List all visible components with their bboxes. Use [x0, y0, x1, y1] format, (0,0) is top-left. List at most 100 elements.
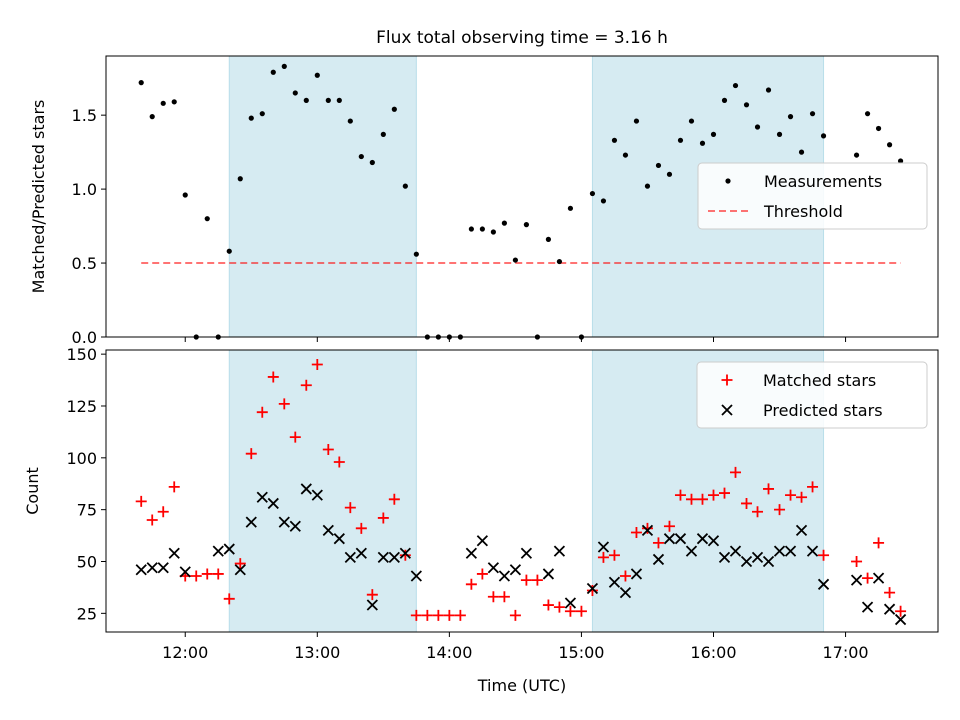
measurement-point [567, 205, 574, 211]
predicted-stars-point [751, 551, 764, 563]
predicted-stars-point [333, 533, 345, 545]
matched-stars-point [487, 591, 499, 603]
x-tick-label: 13:00 [294, 643, 340, 662]
predicted-stars-point [234, 564, 246, 576]
matched-stars-point [586, 585, 598, 597]
measurement-point [259, 111, 265, 117]
legend-matched-marker [721, 374, 733, 386]
measurement-point [699, 140, 706, 146]
matched-stars-point [454, 609, 466, 621]
x-tick-label: 16:00 [690, 643, 736, 662]
measurement-point [721, 97, 728, 103]
measurement-point [292, 90, 298, 96]
predicted-stars-point [245, 516, 257, 528]
matched-stars-point [465, 578, 477, 590]
measurement-point [501, 220, 507, 226]
measurement-point [688, 118, 695, 124]
matched-stars-point [234, 558, 246, 570]
measurement-point [886, 142, 893, 148]
x-tick-label: 17:00 [823, 643, 869, 662]
matched-stars-point [168, 481, 180, 493]
measurement-point [369, 159, 375, 166]
predicted-stars-point [608, 576, 621, 588]
matched-stars-point [278, 398, 290, 410]
matched-stars-point [763, 483, 775, 495]
matched-stars-point [597, 551, 609, 563]
measurement-point [138, 80, 144, 86]
matched-stars-point [796, 491, 808, 503]
predicted-stars-point [146, 562, 158, 574]
predicted-stars-point [168, 547, 180, 559]
predicted-stars-point [256, 491, 268, 503]
matched-stars-point [377, 512, 389, 524]
matched-stars-point [410, 609, 422, 621]
predicted-stars-point [388, 551, 400, 563]
measurement-point [556, 258, 563, 265]
y-tick-label: 75 [77, 501, 97, 520]
predicted-stars-point [729, 545, 742, 557]
matched-stars-point [884, 587, 896, 599]
matched-stars-point [674, 489, 686, 501]
predicted-stars-point [696, 533, 709, 545]
measurement-point [787, 114, 794, 120]
measurement-point [391, 106, 397, 112]
measurement-point [677, 137, 684, 143]
y-tick-label: 150 [66, 345, 97, 364]
matched-stars-point [146, 514, 158, 526]
matched-stars-point [443, 609, 455, 621]
matched-stars-point [619, 570, 631, 582]
measurement-point [237, 176, 243, 182]
predicted-stars-point [586, 582, 599, 595]
predicted-stars-point [223, 543, 235, 555]
y-tick-label: 1.5 [72, 106, 97, 125]
matched-stars-point [531, 574, 543, 586]
matched-stars-point [663, 520, 675, 532]
matched-stars-point [201, 568, 213, 580]
y-tick-label: 0.0 [72, 328, 97, 347]
matched-stars-point [785, 489, 797, 501]
predicted-stars-point [212, 545, 224, 557]
predicted-stars-point [817, 578, 830, 590]
measurement-point [314, 72, 320, 78]
matched-stars-point [542, 599, 554, 611]
measurement-point [776, 131, 783, 137]
predicted-stars-point [476, 535, 489, 547]
predicted-stars-point [179, 566, 191, 578]
measurement-point [413, 251, 419, 257]
predicted-stars-point [762, 555, 775, 568]
measurement-point [204, 216, 210, 222]
predicted-stars-point [564, 597, 577, 609]
matched-stars-point [256, 406, 268, 418]
matched-stars-point [300, 379, 312, 391]
measurement-point [226, 248, 232, 254]
matched-stars-point [190, 570, 202, 582]
predicted-stars-point [377, 551, 389, 563]
matched-stars-point [157, 506, 169, 518]
y-tick-label: 0.5 [72, 254, 97, 273]
bottom-panel-counts: 25 50 75 100 125 150 Count 12:00 13:00 14:00 15:00… [23, 345, 939, 695]
matched-stars-point [818, 549, 830, 561]
predicted-stars-point [597, 541, 610, 553]
predicted-stars-point [267, 497, 279, 510]
matched-stars-point [608, 549, 620, 561]
measurement-point [743, 102, 750, 108]
measurement-point [512, 257, 518, 263]
measurement-point [479, 226, 485, 232]
measurement-point [666, 171, 673, 177]
predicted-stars-point [630, 568, 643, 580]
predicted-stars-point [718, 551, 731, 563]
measurement-point [864, 111, 871, 117]
matched-stars-point [212, 568, 224, 580]
matched-stars-point [652, 537, 664, 549]
matched-stars-point [432, 609, 444, 621]
y-axis-label: Count [23, 467, 42, 515]
matched-stars-point [520, 574, 532, 586]
matched-stars-point [895, 605, 907, 617]
predicted-stars-point [861, 601, 874, 613]
legend-label: Threshold [763, 202, 843, 221]
y-tick-label: 100 [66, 449, 97, 468]
matched-stars-point [223, 593, 235, 605]
predicted-stars-point [509, 564, 522, 576]
observing-window-shade [228, 55, 417, 338]
predicted-stars-point [135, 564, 147, 576]
